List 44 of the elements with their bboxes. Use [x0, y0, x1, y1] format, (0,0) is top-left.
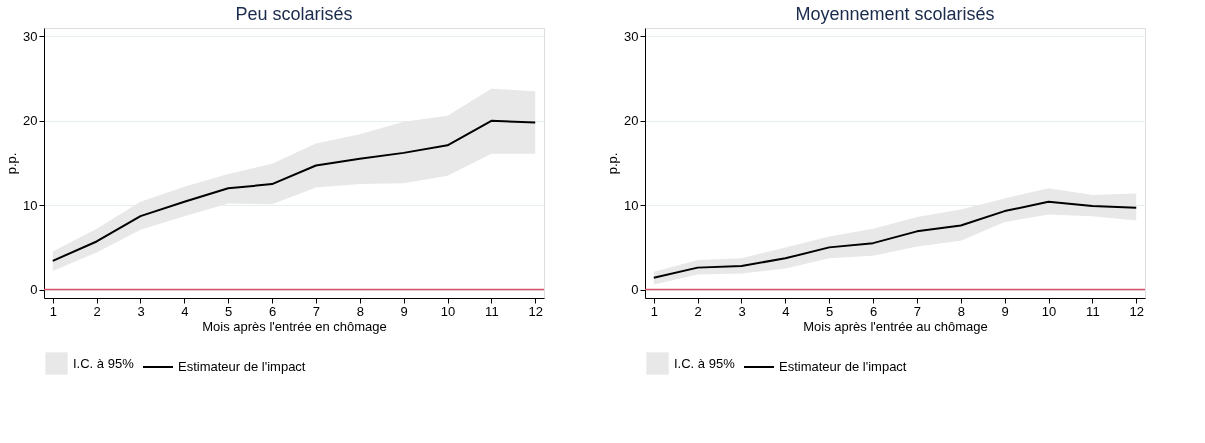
- legend-label: I.C. à 95%: [674, 355, 736, 371]
- y-tick-label: 0: [30, 282, 38, 298]
- x-tick-label: 4: [782, 303, 790, 319]
- x-tick-label: 10: [1041, 303, 1057, 319]
- line-series: [652, 200, 1138, 279]
- x-tick-label: 2: [93, 303, 101, 319]
- x-tick-label: 10: [440, 303, 456, 319]
- x-tick-label: 3: [738, 303, 746, 319]
- legend-label: Estimateur de l'impact: [779, 359, 907, 374]
- x-tick-label: 9: [400, 303, 408, 319]
- x-tick-label: 8: [356, 303, 364, 319]
- x-tick-label: 3: [137, 303, 145, 319]
- x-tick-label: 1: [650, 303, 658, 319]
- y-tick-label: 10: [23, 197, 38, 213]
- x-tick-label: 2: [694, 303, 702, 319]
- x-tick-label: 7: [312, 303, 321, 319]
- x-tick-label: 12: [528, 303, 543, 319]
- y-tick-label: 30: [624, 28, 639, 44]
- x-tick-label: 6: [268, 303, 277, 319]
- y-tick-label: 20: [624, 113, 639, 129]
- chart-title: Peu scolarisés: [235, 4, 353, 24]
- x-tick-label: 8: [957, 303, 965, 319]
- y-tick-label: 0: [631, 282, 639, 298]
- x-tick-label: 7: [913, 303, 922, 319]
- line-series: [51, 119, 537, 262]
- x-tick-label: 11: [1086, 303, 1100, 319]
- x-tick-label: 1: [49, 303, 57, 319]
- chart-title: Moyennement scolarisés: [795, 4, 995, 24]
- legend-label: Estimateur de l'impact: [178, 359, 306, 374]
- x-tick-label: 4: [181, 303, 189, 319]
- x-tick-label: 11: [485, 303, 499, 319]
- x-tick-label: 9: [1001, 303, 1009, 319]
- x-tick-label: 5: [225, 303, 233, 319]
- x-tick-label: 12: [1129, 303, 1144, 319]
- legend-label: I.C. à 95%: [73, 355, 135, 371]
- x-tick-label: 5: [826, 303, 834, 319]
- y-tick-label: 30: [23, 28, 38, 44]
- y-tick-label: 20: [23, 113, 38, 129]
- x-axis-title: Mois après l'entrée au chômage: [803, 318, 988, 334]
- x-axis-title: Mois après l'entrée en chômage: [202, 318, 387, 334]
- y-axis-title: p.p.: [605, 152, 621, 175]
- y-tick-label: 10: [624, 197, 639, 213]
- x-tick-label: 6: [869, 303, 878, 319]
- y-axis-title: p.p.: [4, 152, 20, 175]
